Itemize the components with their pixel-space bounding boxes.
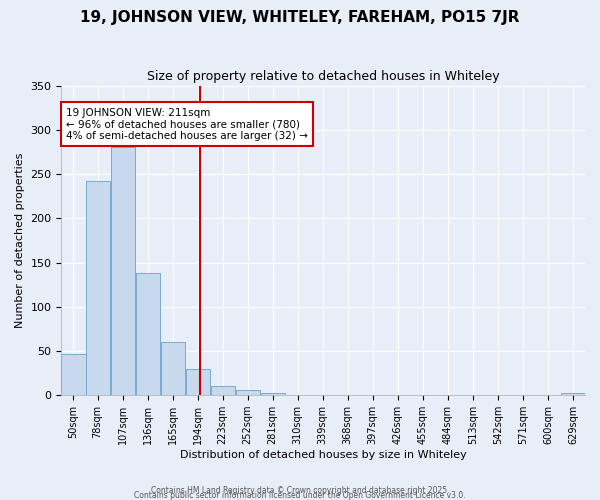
Y-axis label: Number of detached properties: Number of detached properties <box>15 152 25 328</box>
Bar <box>211 386 235 395</box>
Text: Contains public sector information licensed under the Open Government Licence v3: Contains public sector information licen… <box>134 490 466 500</box>
Text: 19 JOHNSON VIEW: 211sqm
← 96% of detached houses are smaller (780)
4% of semi-de: 19 JOHNSON VIEW: 211sqm ← 96% of detache… <box>66 108 308 141</box>
Text: 19, JOHNSON VIEW, WHITELEY, FAREHAM, PO15 7JR: 19, JOHNSON VIEW, WHITELEY, FAREHAM, PO1… <box>80 10 520 25</box>
Bar <box>185 368 210 395</box>
Bar <box>61 354 86 395</box>
Bar <box>136 273 160 395</box>
Bar <box>110 146 135 395</box>
Bar <box>260 392 285 395</box>
Bar <box>561 394 585 395</box>
Title: Size of property relative to detached houses in Whiteley: Size of property relative to detached ho… <box>147 70 500 83</box>
Bar <box>236 390 260 395</box>
Bar <box>161 342 185 395</box>
Text: Contains HM Land Registry data © Crown copyright and database right 2025.: Contains HM Land Registry data © Crown c… <box>151 486 449 495</box>
Bar <box>86 181 110 395</box>
X-axis label: Distribution of detached houses by size in Whiteley: Distribution of detached houses by size … <box>180 450 467 460</box>
